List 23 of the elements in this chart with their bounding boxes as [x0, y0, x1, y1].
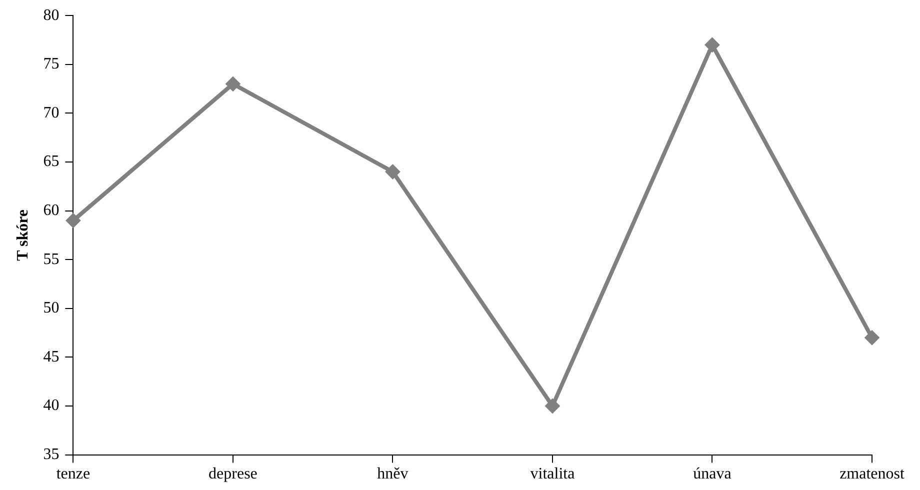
y-axis-title: T skóre	[14, 209, 32, 261]
point	[864, 330, 880, 346]
point	[385, 164, 400, 180]
point	[704, 37, 720, 52]
y-tick-label: 40	[43, 397, 60, 414]
point	[544, 398, 560, 414]
y-tick-label: 70	[43, 104, 60, 122]
y-tick-label: 60	[43, 202, 60, 220]
point	[66, 213, 81, 228]
x-tick-label: zmatenost	[840, 466, 905, 483]
y-tick-label: 50	[43, 300, 60, 317]
y-tick-label: 80	[43, 6, 60, 24]
y-tick-label: 65	[43, 153, 60, 170]
x-tick-label: vitalita	[530, 466, 575, 483]
point	[225, 76, 240, 92]
x-tick-label: deprese	[208, 466, 258, 483]
y-tick-label: 35	[43, 446, 60, 464]
x-tick-label: únava	[693, 466, 732, 483]
y-tick-label: 75	[43, 56, 60, 73]
y-tick-label: 55	[43, 250, 60, 268]
y-tick-label: 45	[43, 348, 60, 366]
x-tick-label: hněv	[377, 466, 408, 483]
x-tick-label: tenze	[56, 466, 90, 483]
